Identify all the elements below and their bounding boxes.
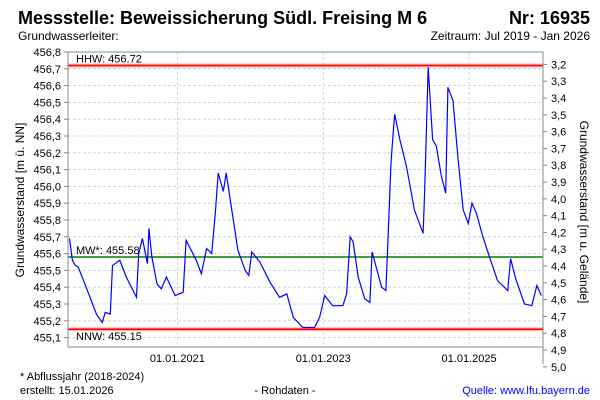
station-number: Nr: 16935 xyxy=(509,8,590,28)
y2-tick-label: 4,3 xyxy=(551,244,566,256)
y-axis-label: Grundwasserstand [m ü. NN] xyxy=(13,123,27,278)
y2-tick-label: 4,4 xyxy=(551,261,566,273)
y-tick-label: 455,5 xyxy=(33,265,61,277)
y-tick-label: 456,8 xyxy=(33,47,61,59)
y2-tick-label: 4,9 xyxy=(551,345,566,357)
y2-tick-label: 5,0 xyxy=(551,362,566,374)
y2-tick-label: 4,5 xyxy=(551,278,566,290)
y2-tick-label: 3,6 xyxy=(551,127,566,139)
y2-tick-label: 3,3 xyxy=(551,76,566,88)
y-tick-label: 456,0 xyxy=(33,181,61,193)
y-tick-label: 455,2 xyxy=(33,316,61,328)
created-date: erstellt: 15.01.2026 xyxy=(20,385,114,397)
ref-label-mw: MW*: 455.58 xyxy=(76,245,140,257)
chart-title: Messstelle: Beweissicherung Südl. Freisi… xyxy=(18,8,427,28)
y2-tick-label: 4,1 xyxy=(551,211,566,223)
y2-tick-label: 4,2 xyxy=(551,227,566,239)
y-tick-label: 456,4 xyxy=(33,114,61,126)
y2-tick-label: 3,4 xyxy=(551,93,566,105)
y2-axis-label: Grundwasserstand [m u. Gelände] xyxy=(577,121,591,304)
x-tick-label: 01.01.2021 xyxy=(150,353,205,365)
y2-tick-label: 3,2 xyxy=(551,59,566,71)
y-tick-label: 455,7 xyxy=(33,232,61,244)
plot-area xyxy=(68,52,543,347)
y-tick-label: 455,4 xyxy=(33,282,61,294)
y2-tick-label: 3,8 xyxy=(551,160,566,172)
ref-label-nnw: NNW: 455.15 xyxy=(76,331,142,343)
source-link[interactable]: Quelle: www.lfu.bayern.de xyxy=(462,385,590,397)
y-tick-label: 456,1 xyxy=(33,165,61,177)
footnote: * Abflussjahr (2018-2024) xyxy=(20,371,144,383)
y2-tick-label: 3,5 xyxy=(551,110,566,122)
y-tick-label: 456,3 xyxy=(33,131,61,143)
y-tick-label: 455,9 xyxy=(33,198,61,210)
raw-data-note: - Rohdaten - xyxy=(254,385,315,397)
y-tick-label: 455,6 xyxy=(33,249,61,261)
series-line xyxy=(68,67,542,329)
y2-tick-label: 3,9 xyxy=(551,177,566,189)
ref-label-hhw: HHW: 456.72 xyxy=(76,53,142,65)
y2-tick-label: 4,8 xyxy=(551,328,566,340)
y-tick-label: 456,2 xyxy=(33,148,61,160)
y-tick-label: 455,1 xyxy=(33,333,61,345)
grid xyxy=(68,51,543,347)
x-tick-label: 01.01.2025 xyxy=(442,353,497,365)
y2-tick-label: 3,7 xyxy=(551,143,566,155)
y-tick-label: 455,3 xyxy=(33,299,61,311)
reference-lines: HHW: 456.72 MW*: 455.58 NNW: 455.15 xyxy=(68,53,543,343)
y-tick-label: 455,8 xyxy=(33,215,61,227)
y-tick-label: 456,5 xyxy=(33,97,61,109)
y2-tick-label: 4,6 xyxy=(551,295,566,307)
y-tick-label: 456,7 xyxy=(33,64,61,76)
period-label: Zeitraum: Jul 2019 - Jan 2026 xyxy=(431,29,591,43)
aquifer-label: Grundwasserleiter: xyxy=(18,29,119,43)
x-tick-label: 01.01.2023 xyxy=(296,353,351,365)
y2-tick-label: 4,0 xyxy=(551,194,566,206)
axes: 456,8 456,7 456,6 456,5 456,4 456,3 456,2 456,1… xyxy=(33,47,566,374)
y2-tick-label: 4,7 xyxy=(551,311,566,323)
y-tick-label: 456,6 xyxy=(33,81,61,93)
